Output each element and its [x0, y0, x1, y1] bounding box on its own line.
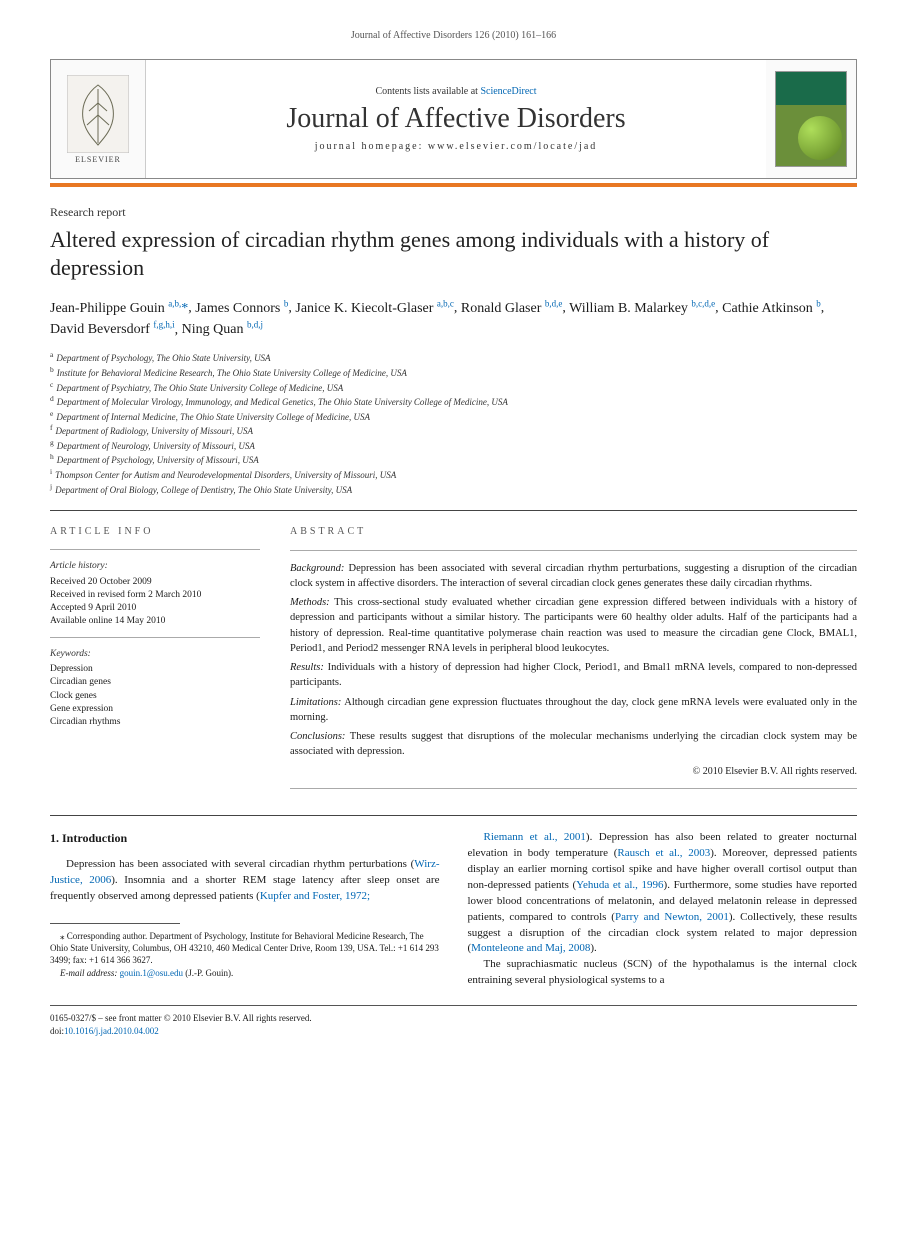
footnote-separator — [50, 923, 180, 924]
footer-block: 0165-0327/$ – see front matter © 2010 El… — [50, 1012, 857, 1037]
contents-prefix: Contents lists available at — [375, 86, 480, 97]
author: Cathie Atkinson b — [722, 301, 821, 316]
doi-line: doi:10.1016/j.jad.2010.04.002 — [50, 1025, 857, 1038]
history-line: Accepted 9 April 2010 — [50, 602, 260, 615]
citation-link[interactable]: Parry and Newton, 2001 — [615, 911, 729, 923]
author: Ning Quan b,d,j — [182, 322, 263, 337]
doi-link[interactable]: 10.1016/j.jad.2010.04.002 — [64, 1026, 159, 1036]
abstract-heading: ABSTRACT — [290, 525, 857, 540]
history-line: Received in revised form 2 March 2010 — [50, 589, 260, 602]
body-two-column: 1. Introduction Depression has been asso… — [50, 830, 857, 989]
abstract-section: Conclusions: These results suggest that … — [290, 729, 857, 759]
history-line: Received 20 October 2009 — [50, 576, 260, 589]
affiliation: iThompson Center for Autism and Neurodev… — [50, 467, 857, 482]
keyword: Gene expression — [50, 703, 260, 716]
journal-homepage: journal homepage: www.elsevier.com/locat… — [315, 141, 598, 152]
affiliation: dDepartment of Molecular Virology, Immun… — [50, 394, 857, 409]
publisher-name: ELSEVIER — [75, 155, 121, 164]
author: James Connors b — [195, 301, 288, 316]
affiliation: cDepartment of Psychiatry, The Ohio Stat… — [50, 380, 857, 395]
email-link[interactable]: gouin.1@osu.edu — [120, 968, 183, 978]
intro-para-1-cont: Riemann et al., 2001). Depression has al… — [468, 830, 858, 958]
keyword: Circadian genes — [50, 676, 260, 689]
abstract-section: Results: Individuals with a history of d… — [290, 660, 857, 690]
running-head: Journal of Affective Disorders 126 (2010… — [50, 30, 857, 41]
elsevier-tree-icon — [67, 75, 129, 153]
article-title: Altered expression of circadian rhythm g… — [50, 226, 857, 281]
author: Ronald Glaser b,d,e — [461, 301, 562, 316]
keyword: Circadian rhythms — [50, 716, 260, 729]
affiliation: bInstitute for Behavioral Medicine Resea… — [50, 365, 857, 380]
keyword: Clock genes — [50, 690, 260, 703]
affiliation: gDepartment of Neurology, University of … — [50, 438, 857, 453]
affiliation: eDepartment of Internal Medicine, The Oh… — [50, 409, 857, 424]
intro-para-1: Depression has been associated with seve… — [50, 857, 440, 905]
article-type: Research report — [50, 205, 857, 220]
abstract-copyright: © 2010 Elsevier B.V. All rights reserved… — [290, 765, 857, 780]
keyword: Depression — [50, 663, 260, 676]
abstract-section: Limitations: Although circadian gene exp… — [290, 695, 857, 725]
corresponding-author-footnote: ⁎ Corresponding author. Department of Ps… — [50, 930, 440, 979]
journal-cover-icon — [775, 71, 847, 167]
email-line: E-mail address: gouin.1@osu.edu (J.-P. G… — [50, 967, 440, 979]
email-suffix: (J.-P. Gouin). — [185, 968, 233, 978]
sciencedirect-link[interactable]: ScienceDirect — [480, 86, 536, 97]
affiliation: aDepartment of Psychology, The Ohio Stat… — [50, 350, 857, 365]
intro-para-2: The suprachiasmatic nucleus (SCN) of the… — [468, 957, 858, 989]
homepage-url[interactable]: www.elsevier.com/locate/jad — [428, 141, 597, 152]
email-label: E-mail address: — [60, 968, 117, 978]
introduction-heading: 1. Introduction — [50, 830, 440, 847]
section-divider — [50, 815, 857, 816]
publisher-logo-block: ELSEVIER — [51, 60, 146, 178]
citation-link[interactable]: Kupfer and Foster, 1972; — [260, 890, 370, 902]
body-column-right: Riemann et al., 2001). Depression has al… — [468, 830, 858, 989]
article-history-heading: Article history: — [50, 560, 260, 573]
info-abstract-row: ARTICLE INFO Article history: Received 2… — [50, 525, 857, 789]
keywords-heading: Keywords: — [50, 648, 260, 661]
article-info-column: ARTICLE INFO Article history: Received 2… — [50, 525, 260, 789]
contents-available-line: Contents lists available at ScienceDirec… — [375, 86, 536, 97]
affiliation: fDepartment of Radiology, University of … — [50, 423, 857, 438]
citation-link[interactable]: Yehuda et al., 1996 — [576, 879, 663, 891]
author: Jean-Philippe Gouin a,b,* — [50, 301, 188, 316]
citation-link[interactable]: Monteleone and Maj, 2008 — [471, 942, 590, 954]
masthead: ELSEVIER Contents lists available at Sci… — [50, 59, 857, 179]
affiliation: jDepartment of Oral Biology, College of … — [50, 482, 857, 497]
body-column-left: 1. Introduction Depression has been asso… — [50, 830, 440, 989]
section-divider — [50, 510, 857, 511]
author: David Beversdorf f,g,h,i — [50, 322, 175, 337]
footer-divider — [50, 1005, 857, 1006]
history-line: Available online 14 May 2010 — [50, 615, 260, 628]
authors-line: Jean-Philippe Gouin a,b,*, James Connors… — [50, 297, 857, 340]
masthead-center: Contents lists available at ScienceDirec… — [146, 60, 766, 178]
front-matter-line: 0165-0327/$ – see front matter © 2010 El… — [50, 1012, 857, 1025]
abstract-section: Background: Depression has been associat… — [290, 561, 857, 591]
citation-link[interactable]: Rausch et al., 2003 — [617, 847, 710, 859]
author: William B. Malarkey b,c,d,e — [569, 301, 715, 316]
abstract-column: ABSTRACT Background: Depression has been… — [290, 525, 857, 789]
corresponding-text: ⁎ Corresponding author. Department of Ps… — [50, 930, 440, 966]
article-info-heading: ARTICLE INFO — [50, 525, 260, 539]
citation-link[interactable]: Riemann et al., 2001 — [484, 831, 586, 843]
journal-name: Journal of Affective Disorders — [286, 103, 625, 135]
cover-thumbnail-block — [766, 60, 856, 178]
affiliations-list: aDepartment of Psychology, The Ohio Stat… — [50, 350, 857, 496]
affiliation: hDepartment of Psychology, University of… — [50, 452, 857, 467]
author: Janice K. Kiecolt-Glaser a,b,c — [295, 301, 454, 316]
abstract-section: Methods: This cross-sectional study eval… — [290, 595, 857, 656]
orange-divider-bar — [50, 183, 857, 187]
homepage-prefix: journal homepage: — [315, 141, 428, 152]
